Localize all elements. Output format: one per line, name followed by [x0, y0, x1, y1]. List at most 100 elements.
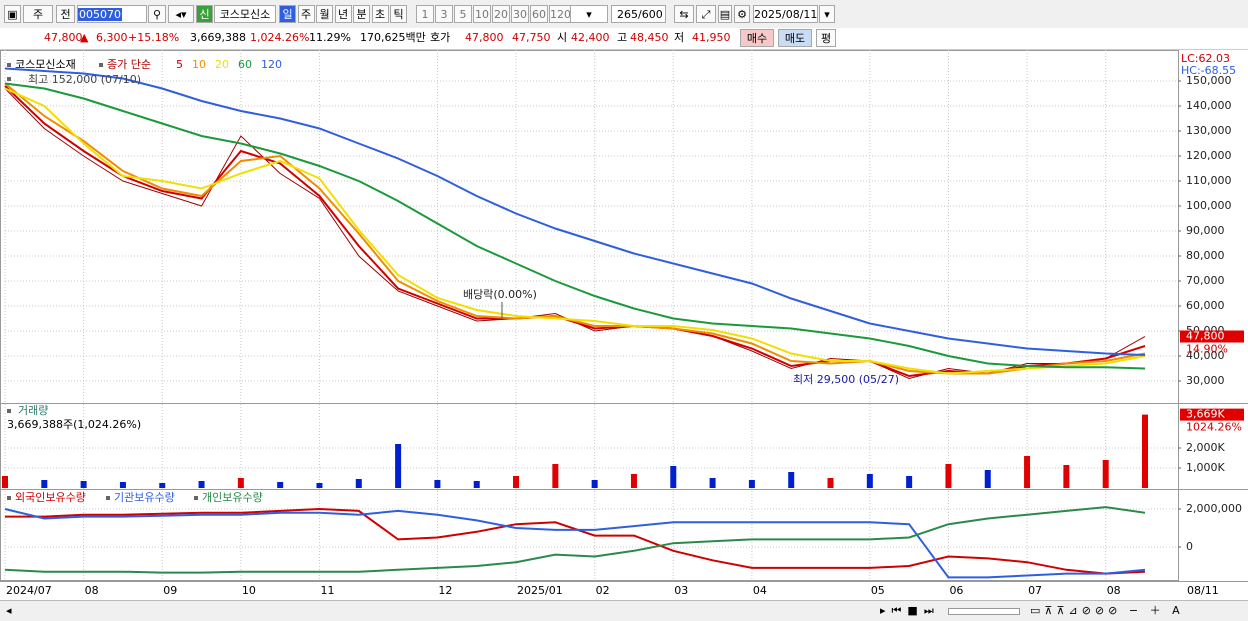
x-tick-label: 07 — [1028, 584, 1042, 597]
avg-button[interactable]: 평 — [816, 29, 836, 47]
count-button[interactable]: 3 — [435, 5, 453, 23]
zoom-controls[interactable]: ▭⊼⊼⊿⊘⊘⊘ − ＋ A — [1030, 604, 1184, 617]
count-button[interactable]: 5 — [454, 5, 472, 23]
open-label: 시 — [557, 31, 568, 44]
hc-label: HC:-68.55 — [1181, 64, 1236, 77]
code-input[interactable]: 005070 — [77, 5, 147, 23]
high-label: 고 — [617, 31, 628, 44]
y-tick-label: 60,000 — [1186, 299, 1225, 312]
prev-button[interactable]: 전 — [56, 5, 75, 23]
scroll-left[interactable]: ◂ — [6, 604, 12, 617]
legend-entry: 20 — [215, 58, 229, 71]
low: 41,950 — [692, 31, 731, 44]
ask-label: 호가 — [430, 31, 451, 44]
interval-button[interactable]: 주 — [297, 5, 315, 23]
volume-bar — [906, 476, 913, 488]
settings-icon[interactable]: ⚙ — [734, 5, 750, 23]
x-tick-label: 04 — [753, 584, 767, 597]
date-dropdown[interactable]: ▾ — [819, 5, 835, 23]
y-tick-label: 110,000 — [1186, 174, 1232, 187]
panel-marker — [106, 496, 110, 500]
interval-button[interactable]: 월 — [316, 5, 333, 23]
panel-title: 코스모신소재 — [15, 58, 76, 71]
interval-button[interactable]: 초 — [371, 5, 389, 23]
sell-button[interactable]: 매도 — [778, 29, 812, 47]
volume-bar — [395, 444, 402, 488]
sound-button[interactable]: ◂▾ — [168, 5, 194, 23]
period-select[interactable]: 주 — [23, 5, 53, 23]
panel-marker — [194, 496, 198, 500]
series-line — [4, 508, 1146, 579]
volume-bar — [1102, 460, 1109, 488]
panel-marker — [7, 409, 11, 413]
volume-bar — [670, 466, 677, 488]
interval-button[interactable]: 틱 — [390, 5, 407, 23]
legend-entry: 개인보유수량 — [202, 491, 263, 504]
count-button[interactable]: 10 — [473, 5, 491, 23]
x-tick-label: 09 — [163, 584, 177, 597]
volume-title: 거래량 — [18, 404, 48, 417]
volume-bar — [630, 474, 637, 488]
y-tick-label: 130,000 — [1186, 124, 1232, 137]
legend-entry: 5 — [176, 58, 183, 71]
volume-bar — [1024, 456, 1031, 488]
tool-icon[interactable]: ▤ — [718, 5, 732, 23]
series-line — [4, 506, 1146, 574]
volume-bar — [434, 480, 441, 488]
scroll-controls[interactable]: ▸⏮■⏭ — [880, 604, 940, 617]
volume-bar — [1142, 414, 1148, 488]
volume-bar — [984, 470, 991, 488]
y-tick-label: 90,000 — [1186, 224, 1225, 237]
interval-button[interactable]: 일 — [279, 5, 296, 23]
volume-bar — [866, 474, 873, 488]
y-tick-label: 0 — [1186, 540, 1193, 553]
count-button[interactable]: 30 — [511, 5, 529, 23]
ask: 47,800 — [465, 31, 504, 44]
panel-marker — [7, 63, 11, 67]
date-input[interactable]: 2025/08/11 — [753, 5, 818, 23]
menu-icon[interactable]: ▣ — [4, 5, 21, 23]
volume-bar — [198, 481, 205, 488]
bar-count[interactable]: 265/600 — [611, 5, 666, 23]
count-button[interactable]: 1 — [416, 5, 434, 23]
count-button[interactable]: 120 — [549, 5, 571, 23]
x-tick-label: 11 — [320, 584, 334, 597]
volume-bar — [316, 483, 323, 488]
tool-icon[interactable]: ⤢ — [696, 5, 716, 23]
volume-bar — [277, 482, 284, 488]
panel-marker — [7, 77, 11, 81]
y-tick-label: 80,000 — [1186, 249, 1225, 262]
interval-button[interactable]: 년 — [334, 5, 352, 23]
price-tag-text: 47,800 — [1186, 330, 1225, 343]
x-tick-label: 06 — [949, 584, 963, 597]
y-tick-label: 70,000 — [1186, 274, 1225, 287]
y-tick-label: 150,000 — [1186, 74, 1232, 87]
volume-bar — [119, 482, 126, 488]
x-tick-label: 05 — [871, 584, 885, 597]
count-button[interactable]: 20 — [492, 5, 510, 23]
volume-bar — [788, 472, 795, 488]
annotation-low: 최저 29,500 (05/27) — [793, 373, 899, 386]
panel-marker — [99, 63, 103, 67]
volume: 3,669,388 — [190, 31, 246, 44]
volume-bar — [748, 480, 755, 488]
count-select[interactable]: ▾ — [570, 5, 608, 23]
turnover: 11.29% — [309, 31, 351, 44]
y-tick-label: 140,000 — [1186, 99, 1232, 112]
legend-title: 종가 단순 — [107, 58, 151, 71]
search-button[interactable]: ⚲ — [148, 5, 166, 23]
tool-icon[interactable]: ⇆ — [674, 5, 694, 23]
panel-marker — [7, 496, 11, 500]
buy-button[interactable]: 매수 — [740, 29, 774, 47]
volume-bar — [473, 481, 480, 488]
volume-tag-pct: 1024.26% — [1186, 421, 1242, 434]
volume-bar — [80, 481, 87, 488]
volume-bar — [159, 483, 166, 488]
scroll-track[interactable] — [948, 608, 1020, 615]
series-line — [4, 87, 1146, 375]
interval-button[interactable]: 분 — [353, 5, 370, 23]
open: 42,400 — [571, 31, 610, 44]
count-button[interactable]: 60 — [530, 5, 548, 23]
bar-count-value: 265 — [617, 8, 638, 21]
